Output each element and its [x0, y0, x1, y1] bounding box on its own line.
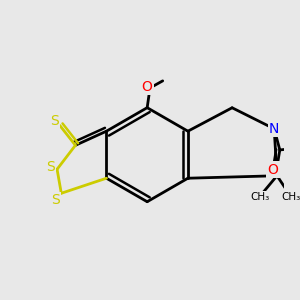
Text: S: S	[46, 160, 54, 174]
Text: N: N	[269, 122, 279, 136]
Text: CH₃: CH₃	[281, 192, 300, 202]
Text: O: O	[267, 163, 278, 177]
Text: S: S	[51, 193, 60, 207]
Text: CH₃: CH₃	[250, 192, 270, 202]
Text: S: S	[50, 114, 58, 128]
Text: O: O	[142, 80, 153, 94]
